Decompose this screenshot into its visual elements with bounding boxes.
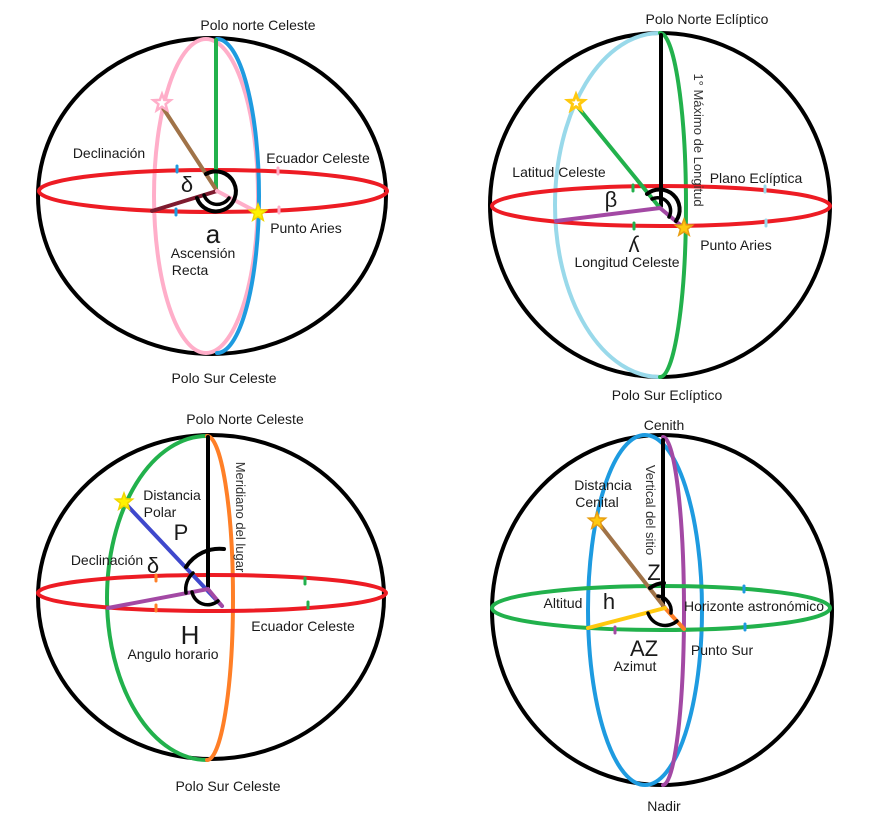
label-angulo-horario: Angulo horario [127, 646, 218, 662]
right-ascension-angle-arc [202, 193, 231, 207]
star-radius-line [595, 519, 667, 610]
label-cenital: Cenital [575, 494, 619, 510]
label-latitud-celeste: Latitud Celeste [512, 164, 606, 180]
declination-foot-line [150, 189, 219, 213]
label-h-symbol: h [603, 589, 615, 614]
celestial-equator [36, 573, 388, 613]
label-z-symbol: Z [647, 560, 660, 585]
lambda-angle-arc [650, 195, 673, 219]
south-meridian [661, 435, 686, 787]
polar-distance-angle-arc [184, 546, 226, 569]
vertical-circle [586, 433, 704, 787]
label-ecuador-celeste: Ecuador Celeste [266, 150, 370, 166]
label-plano-ecliptica: Plano Eclíptica [710, 170, 803, 186]
label-maximo-longitud: 1° Máximo de Longitud [691, 73, 706, 206]
label-vertical-del-sitio: Vertical del sitio [643, 465, 658, 555]
label-altitud: Altitud [544, 595, 583, 611]
star-radius-line [161, 106, 219, 193]
star-radius-line [575, 104, 662, 210]
label-horizonte-astronomico: Horizonte astronómico [684, 598, 824, 614]
label-distancia: Distancia [143, 487, 201, 503]
label-punto-aries: Punto Aries [700, 237, 772, 253]
label-alpha-symbol: a [206, 219, 221, 249]
label-polo-norte-celeste: Polo Norte Celeste [186, 411, 304, 427]
altitude-angle-arc [656, 594, 673, 615]
label-ascension: Ascensión [171, 245, 236, 261]
latitude-circle [553, 31, 662, 379]
ecliptic-diagram: Polo Norte Eclíptico Latitud Celeste Pla… [488, 11, 832, 403]
label-nadir: Nadir [647, 798, 681, 814]
latitude-foot-line [554, 206, 662, 223]
label-punto-sur: Punto Sur [691, 642, 754, 658]
star-icon [563, 90, 589, 114]
label-distancia: Distancia [574, 477, 632, 493]
label-lambda-symbol: ʎ [629, 232, 640, 257]
label-polo-norte-ecliptico: Polo Norte Eclíptico [646, 11, 769, 27]
aries-star-icon [673, 216, 695, 238]
label-polo-sur-celeste: Polo Sur Celeste [171, 370, 276, 386]
label-declinacion: Declinación [73, 145, 145, 161]
label-azimut: Azimut [614, 658, 657, 674]
declination-angle-arc [183, 571, 195, 595]
label-punto-aries: Punto Aries [270, 220, 342, 236]
declination-circle [105, 434, 209, 762]
label-delta-symbol: δ [181, 172, 193, 197]
azimut-angle-arc [646, 611, 679, 628]
label-longitud-celeste: Longitud Celeste [574, 254, 679, 270]
label-polar: Polar [144, 504, 177, 520]
star-icon [113, 490, 135, 512]
horizontal-diagram: Cenith Distancia Cenital Vertical del si… [490, 417, 834, 814]
equatorial-diagram: Polo norte Celeste Declinación Ecuador C… [36, 17, 389, 386]
hour-angle-diagram: Polo Norte Celeste Distancia Polar P Dec… [36, 411, 388, 794]
label-ecuador-celeste: Ecuador Celeste [251, 618, 355, 634]
label-cenith: Cenith [644, 417, 684, 433]
declination-angle-arc [195, 169, 238, 214]
hour-angle-arc [190, 590, 220, 607]
longitude-meridian [658, 31, 688, 379]
beta-angle-arc [645, 187, 682, 223]
label-polo-sur-ecliptico: Polo Sur Eclíptico [612, 387, 723, 403]
local-meridian [205, 434, 235, 762]
label-az-symbol: AZ [630, 636, 658, 661]
star-icon [586, 509, 608, 531]
azimut-foot-line [586, 606, 667, 630]
aries-radius-line [215, 189, 259, 214]
south-point-line [663, 606, 686, 631]
label-meridiano-del-lugar: Meridiano del lugar [233, 462, 248, 573]
label-polo-sur-celeste: Polo Sur Celeste [175, 778, 280, 794]
aries-star-icon [247, 201, 269, 223]
label-declinacion: Declinación [71, 552, 143, 568]
label-beta-symbol: β [605, 187, 618, 212]
equinoctial-colure [215, 37, 261, 355]
label-recta: Recta [172, 262, 209, 278]
label-delta-symbol: δ [147, 553, 159, 578]
star-icon [150, 90, 174, 114]
label-p-symbol: P [174, 520, 189, 545]
sphere-outline [36, 36, 388, 356]
label-polo-norte-celeste: Polo norte Celeste [200, 17, 315, 33]
zenith-distance-angle-arc [648, 581, 666, 590]
label-h-symbol: H [181, 620, 200, 650]
